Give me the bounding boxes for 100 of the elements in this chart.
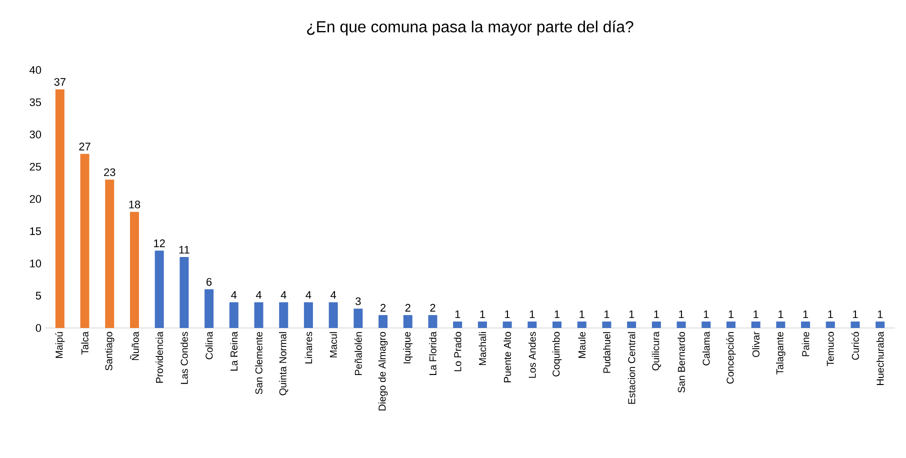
data-label: 1 — [629, 310, 634, 318]
data-label: 1 — [554, 310, 560, 318]
x-tick-label: Huechuraba — [876, 332, 884, 385]
x-tick-label: Estacion Central — [628, 332, 636, 404]
bar — [502, 322, 512, 328]
data-label: 1 — [728, 310, 734, 318]
x-tick-label: Linares — [304, 332, 312, 364]
bar — [180, 257, 189, 328]
data-label: 18 — [129, 200, 140, 208]
data-label: 1 — [828, 310, 833, 318]
bar — [254, 302, 264, 328]
data-label: 1 — [778, 310, 784, 318]
x-tick-label: Iquique — [403, 332, 413, 364]
data-label: 6 — [206, 278, 212, 286]
x-tick-label: Machali — [478, 332, 486, 366]
x-tick-label: Concepción — [726, 332, 736, 384]
data-label: 1 — [704, 310, 709, 318]
bar — [776, 322, 786, 328]
data-label: 1 — [878, 310, 883, 318]
x-tick-label: Santiago — [104, 332, 114, 370]
y-tick-label: 20 — [30, 195, 42, 203]
bar — [354, 308, 363, 328]
x-tick-label: Talca — [81, 331, 88, 355]
chart-title: ¿En que comuna pasa la mayor parte del día? — [307, 20, 634, 36]
x-tick-label: Olivar — [752, 332, 760, 358]
bar — [602, 322, 612, 328]
bar — [676, 322, 686, 328]
bar — [378, 315, 388, 328]
data-label: 3 — [356, 297, 361, 306]
data-label: 11 — [179, 246, 190, 254]
data-label: 4 — [330, 291, 336, 299]
bar — [726, 322, 736, 328]
bar — [403, 315, 412, 328]
y-tick-label: 5 — [36, 292, 42, 300]
x-tick-label: Macul — [330, 332, 337, 358]
y-tick-label: 30 — [30, 130, 42, 138]
bar — [428, 315, 438, 328]
bar — [876, 322, 885, 328]
data-label: 1 — [754, 310, 758, 318]
data-label: 1 — [803, 310, 808, 318]
x-tick-label: Providencia — [156, 332, 163, 383]
x-tick-label: La Reina — [230, 332, 238, 371]
x-tick-label: Paine — [802, 332, 810, 356]
bar — [627, 322, 636, 328]
x-tick-label: Coquimbo — [552, 332, 562, 376]
x-tick-label: La Florida — [429, 332, 436, 375]
x-tick-label: Diego de Almagro — [378, 332, 388, 410]
data-label: 2 — [430, 304, 436, 312]
y-tick-label: 15 — [30, 227, 42, 236]
data-label: 27 — [79, 142, 90, 150]
data-label: 4 — [280, 291, 286, 299]
bar — [328, 302, 338, 328]
x-tick-label: Ñuñoa — [130, 332, 139, 360]
bar — [304, 302, 313, 328]
data-label: 4 — [231, 291, 237, 299]
data-label: 1 — [480, 310, 485, 318]
x-tick-label: Quilicura — [652, 332, 661, 370]
x-tick-label: Maipú — [55, 332, 65, 358]
x-tick-label: Talagante — [776, 332, 786, 374]
bar — [652, 322, 661, 328]
data-label: 1 — [455, 310, 460, 318]
x-tick-label: Peñalolén — [354, 332, 362, 376]
data-label: 4 — [306, 291, 312, 299]
data-label: 2 — [405, 304, 410, 312]
bar — [154, 250, 164, 328]
x-tick-label: Pudahuel — [603, 332, 610, 373]
bar — [801, 322, 810, 328]
data-label: 1 — [604, 310, 610, 318]
bar — [453, 322, 462, 328]
bar — [229, 302, 238, 328]
x-tick-label: Maule — [578, 332, 586, 358]
bar — [850, 322, 860, 328]
bar — [751, 322, 760, 328]
data-label: 4 — [256, 291, 262, 299]
x-tick-label: San Bernardo — [678, 332, 685, 393]
bar — [577, 322, 586, 328]
data-label: 1 — [853, 310, 858, 318]
bar — [130, 212, 139, 328]
x-tick-label: Colina — [205, 332, 213, 360]
x-tick-label: Lo Prado — [454, 332, 462, 372]
x-tick-label: Los Andes — [528, 332, 536, 378]
x-tick-label: Calama — [702, 332, 710, 366]
bar — [552, 322, 562, 328]
bar — [528, 322, 537, 328]
y-tick-label: 10 — [30, 260, 42, 268]
data-label: 2 — [380, 304, 386, 312]
data-label: 1 — [679, 310, 684, 318]
bar — [826, 322, 835, 328]
bar — [204, 289, 214, 328]
data-label: 1 — [505, 310, 510, 318]
y-tick-label: 25 — [30, 162, 42, 171]
data-label: 23 — [104, 168, 116, 176]
data-label: 37 — [54, 78, 66, 86]
y-tick-label: 0 — [36, 324, 42, 332]
y-tick-label: 35 — [30, 98, 42, 106]
bar — [702, 322, 711, 328]
y-tick-label: 40 — [30, 66, 42, 74]
data-label: 1 — [580, 310, 584, 318]
x-tick-label: Quinta Normal — [279, 332, 288, 396]
bar — [279, 302, 288, 328]
